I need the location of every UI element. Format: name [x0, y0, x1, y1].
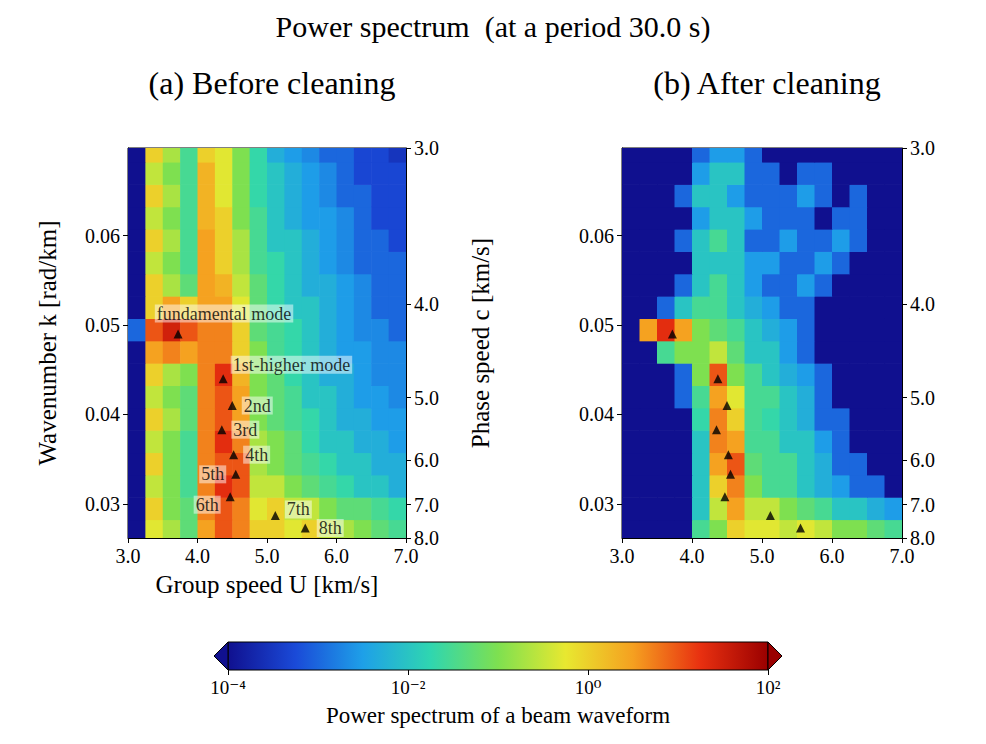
svg-text:10⁰: 10⁰	[575, 677, 602, 698]
svg-text:0.03: 0.03	[579, 493, 614, 515]
svg-text:8.0: 8.0	[414, 527, 439, 549]
svg-text:3.0: 3.0	[910, 137, 935, 159]
svg-text:8th: 8th	[319, 518, 342, 538]
svg-text:4.0: 4.0	[680, 545, 705, 567]
svg-text:10²: 10²	[756, 677, 781, 698]
svg-text:7.0: 7.0	[910, 494, 935, 516]
svg-text:6.0: 6.0	[414, 449, 439, 471]
svg-text:Power spectrum (at a period 3: Power spectrum (at a period 30.0 s)	[276, 10, 711, 44]
svg-text:5.0: 5.0	[910, 387, 935, 409]
svg-text:0.04: 0.04	[85, 403, 120, 425]
svg-text:(b) After cleaning: (b) After cleaning	[653, 65, 880, 101]
svg-text:7.0: 7.0	[890, 545, 915, 567]
svg-text:8.0: 8.0	[910, 527, 935, 549]
svg-text:0.05: 0.05	[579, 314, 614, 336]
svg-text:Wavenumber k [rad/km]: Wavenumber k [rad/km]	[34, 220, 61, 465]
svg-text:(a) Before cleaning: (a) Before cleaning	[149, 65, 396, 101]
svg-text:7.0: 7.0	[414, 494, 439, 516]
svg-text:3rd: 3rd	[233, 420, 257, 440]
svg-text:3.0: 3.0	[414, 137, 439, 159]
svg-text:2nd: 2nd	[244, 396, 271, 416]
svg-text:6.0: 6.0	[324, 545, 349, 567]
svg-text:5.0: 5.0	[414, 387, 439, 409]
svg-text:4.0: 4.0	[910, 293, 935, 315]
svg-text:6th: 6th	[196, 495, 219, 515]
svg-text:fundamental mode: fundamental mode	[157, 304, 291, 324]
svg-text:0.03: 0.03	[85, 493, 120, 515]
svg-text:0.04: 0.04	[579, 403, 614, 425]
svg-text:0.05: 0.05	[85, 314, 120, 336]
svg-text:5th: 5th	[201, 464, 224, 484]
svg-text:4th: 4th	[245, 445, 268, 465]
svg-text:0.06: 0.06	[85, 225, 120, 247]
svg-text:3.0: 3.0	[116, 545, 141, 567]
svg-text:Phase speed c [km/s]: Phase speed c [km/s]	[467, 238, 494, 448]
svg-text:5.0: 5.0	[255, 545, 280, 567]
svg-text:7th: 7th	[287, 499, 310, 519]
svg-text:6.0: 6.0	[820, 545, 845, 567]
svg-text:Group speed U [km/s]: Group speed U [km/s]	[156, 571, 379, 598]
svg-text:7.0: 7.0	[394, 545, 419, 567]
svg-text:Power spectrum of a beam wavef: Power spectrum of a beam waveform	[326, 703, 670, 728]
svg-text:10⁻²: 10⁻²	[391, 677, 426, 698]
svg-text:4.0: 4.0	[414, 293, 439, 315]
svg-text:3.0: 3.0	[610, 545, 635, 567]
svg-text:1st-higher mode: 1st-higher mode	[233, 355, 350, 375]
svg-text:4.0: 4.0	[185, 545, 210, 567]
svg-text:5.0: 5.0	[750, 545, 775, 567]
svg-text:0.06: 0.06	[579, 225, 614, 247]
svg-text:6.0: 6.0	[910, 449, 935, 471]
svg-text:10⁻⁴: 10⁻⁴	[210, 677, 246, 698]
